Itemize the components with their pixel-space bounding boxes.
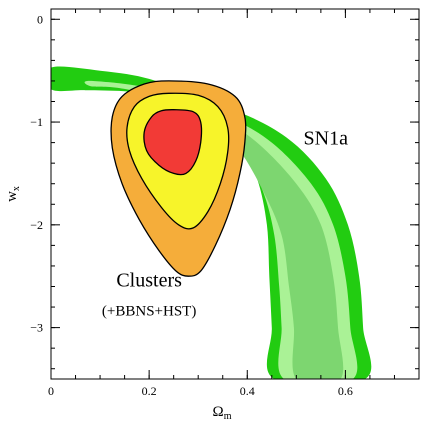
y-axis-label: wx <box>4 186 22 202</box>
sn1a-inner-region <box>174 102 344 379</box>
x-axis-label: Ωm <box>213 404 232 422</box>
x-tick-label: 0.2 <box>142 384 157 398</box>
x-tick-label: 0 <box>48 384 54 398</box>
clusters-inner-contour <box>143 109 203 176</box>
plot-frame <box>50 8 420 380</box>
annotation-label: SN1a <box>304 128 349 150</box>
y-tick-label: −1 <box>30 115 43 129</box>
x-axis-ticks: 0 0.2 0.4 0.6 <box>48 9 420 398</box>
y-axis-ticks: 0 −1 −2 −3 <box>30 12 419 370</box>
annotation-label: (+BBNS+HST) <box>102 303 196 319</box>
sn1a-band <box>51 66 372 379</box>
y-tick-label: 0 <box>37 12 43 26</box>
sn1a-middle-region <box>84 80 358 379</box>
clusters-contours <box>110 80 247 277</box>
x-tick-label: 0.6 <box>338 384 353 398</box>
annotation-label: Clusters <box>116 270 182 292</box>
y-tick-label: −3 <box>30 321 43 335</box>
x-tick-label: 0.4 <box>240 384 255 398</box>
annotations: SN1a Clusters (+BBNS+HST) <box>102 128 348 320</box>
y-tick-label: −2 <box>30 218 43 232</box>
